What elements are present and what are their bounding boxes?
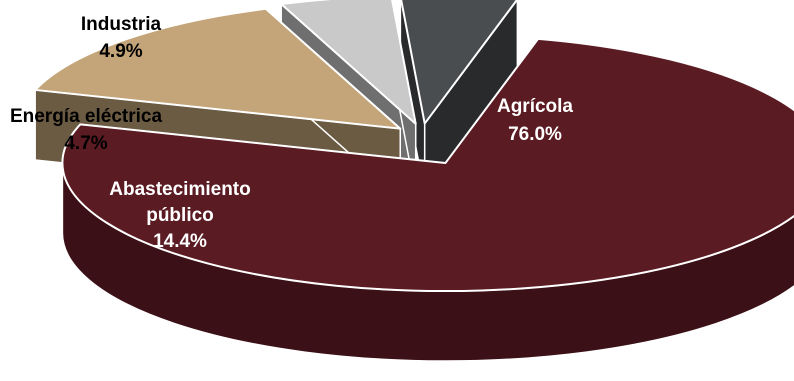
slice-label-energia: Energía eléctrica	[10, 106, 163, 127]
slice-label-abastecimiento-line1: Abastecimiento	[109, 179, 250, 200]
slice-industria	[400, 0, 519, 125]
slice-label-abastecimiento-line2: público	[146, 205, 214, 226]
slice-value-industria: 4.9%	[99, 41, 142, 62]
slice-value-energia: 4.7%	[64, 133, 107, 154]
slice-label-agricola: Agrícola	[497, 96, 573, 117]
slice-energia-electrica	[280, 0, 417, 125]
slice-agricola	[61, 37, 794, 293]
slice-value-abastecimiento: 14.4%	[153, 231, 207, 252]
slice-abastecimiento-publico	[34, 7, 402, 130]
slice-label-industria: Industria	[81, 14, 162, 35]
slice-value-agricola: 76.0%	[508, 124, 562, 145]
pie-slices	[34, 0, 794, 362]
